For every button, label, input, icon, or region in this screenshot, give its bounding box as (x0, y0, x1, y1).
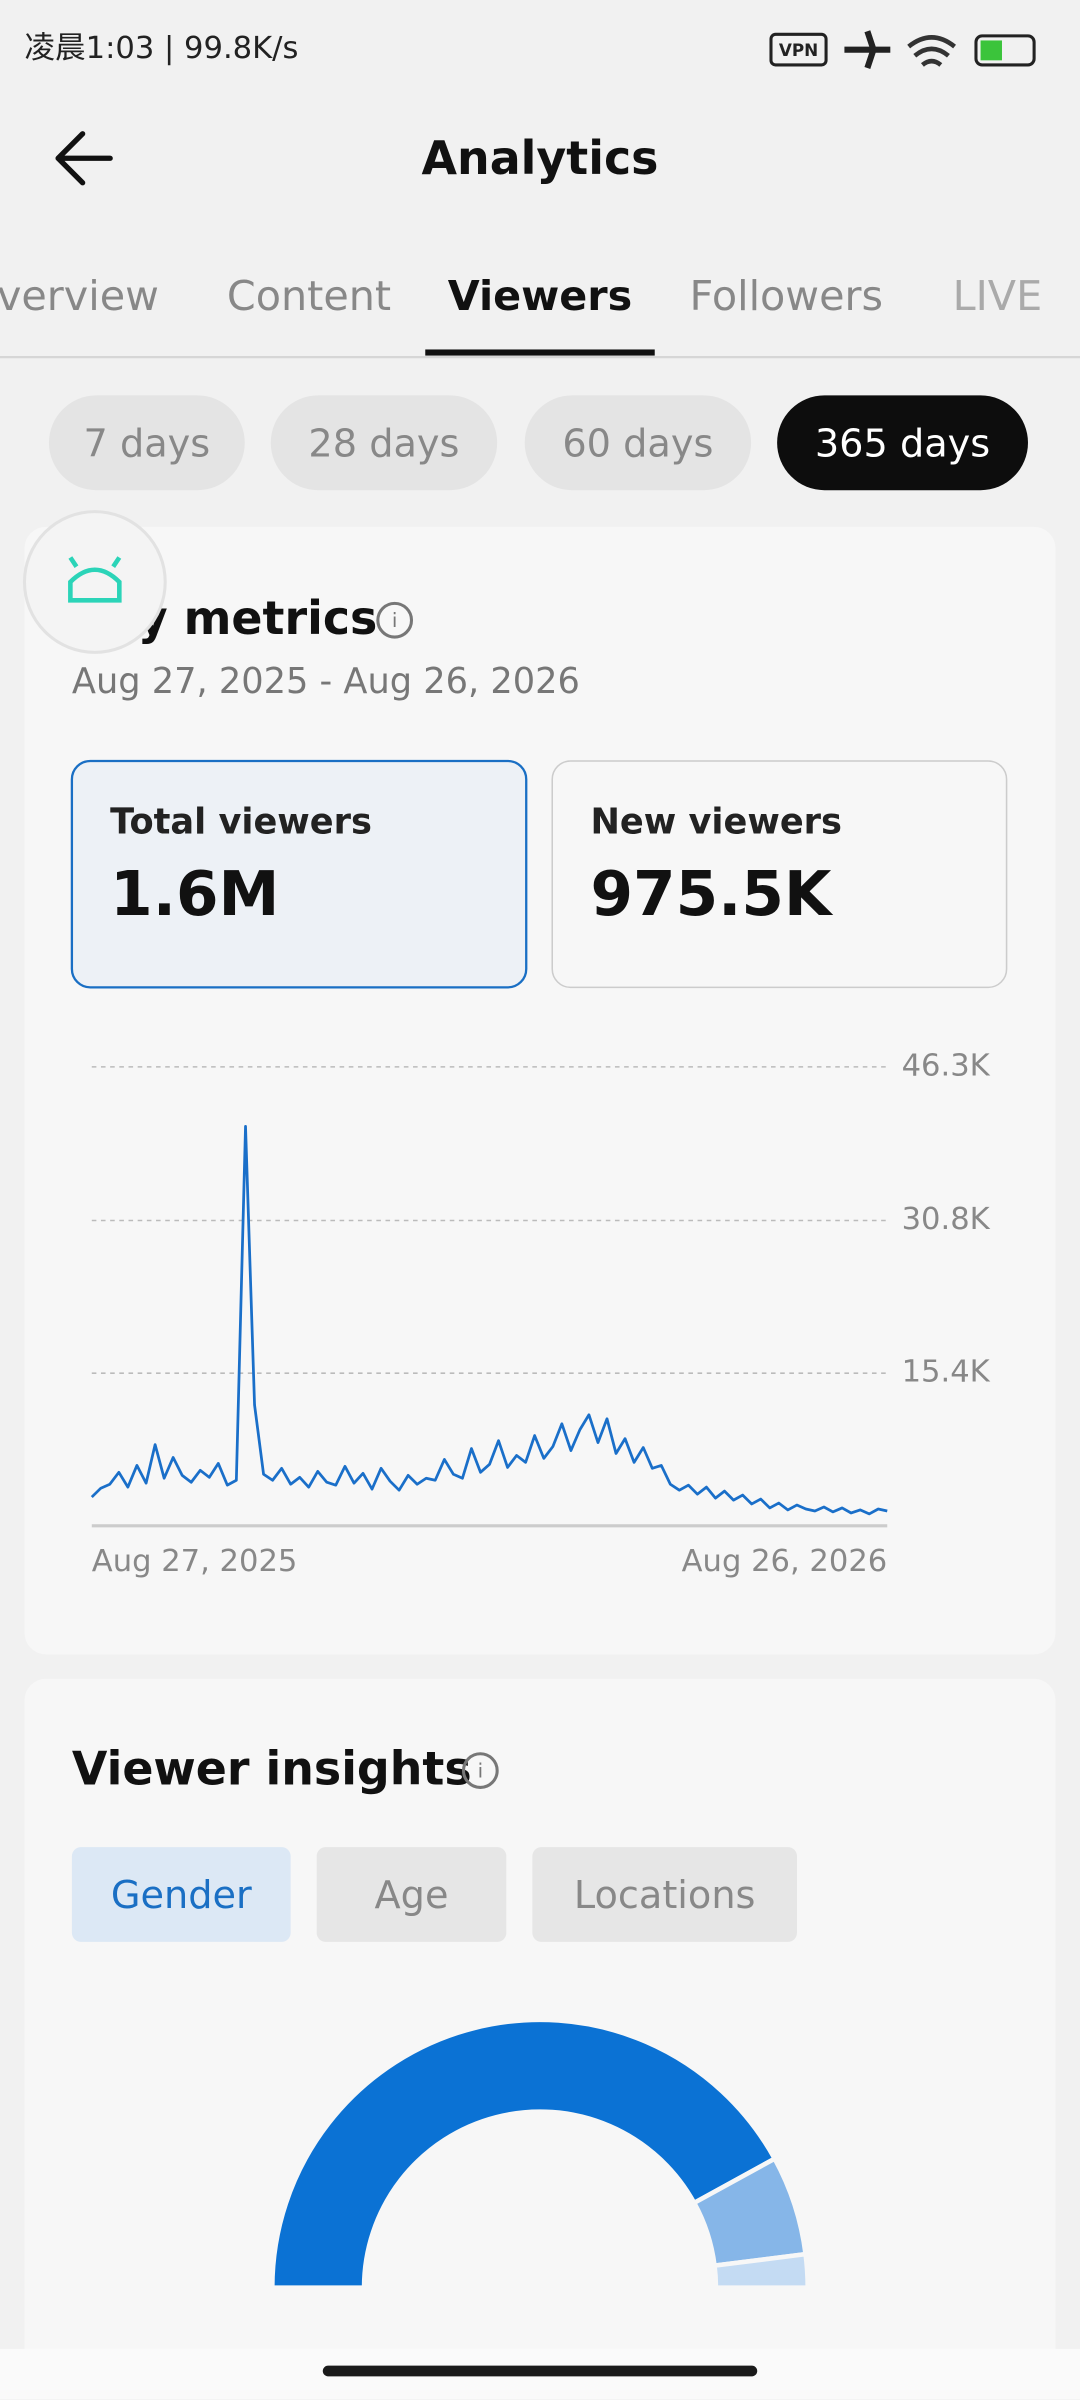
tab[interactable]: Content (227, 272, 391, 320)
status-time: 凌晨1:03 | 99.8K/s (24, 31, 298, 66)
insight-tab-label: Gender (111, 1874, 252, 1918)
insight-tab-label: Age (375, 1874, 449, 1918)
wifi-icon (907, 35, 956, 67)
info-glyph: i (478, 1760, 484, 1783)
range-label: 365 days (815, 422, 990, 466)
airplane-icon (844, 30, 891, 69)
tab[interactable]: Viewers (448, 272, 633, 320)
metric-value: 1.6M (110, 859, 279, 930)
home-indicator[interactable] (322, 2365, 758, 2377)
tab[interactable]: verview (0, 272, 159, 320)
range-pill[interactable] (270, 395, 498, 491)
metric-value: 975.5K (590, 859, 833, 930)
vpn-label: VPN (779, 40, 818, 60)
tab[interactable]: Followers (690, 272, 883, 320)
donut-segment (711, 2251, 811, 2290)
tab-underline (425, 349, 655, 356)
range-pill[interactable] (48, 395, 245, 491)
metric-label: New viewers (590, 802, 842, 843)
x-tick-label: Aug 27, 2025 (92, 1544, 298, 1579)
battery-level (980, 40, 1002, 61)
donut-segment (269, 2017, 778, 2290)
battery-icon (974, 34, 1036, 67)
range-label: 60 days (562, 422, 713, 466)
android-icon (68, 556, 122, 603)
tab[interactable]: LIVE (953, 272, 1043, 320)
x-tick-label: Aug 26, 2026 (682, 1544, 888, 1579)
metric-card[interactable] (551, 760, 1008, 989)
line-series (90, 1125, 888, 1516)
date-range: Aug 27, 2025 - Aug 26, 2026 (72, 661, 580, 702)
info-icon[interactable] (376, 601, 414, 639)
y-tick-label: 15.4K (902, 1355, 991, 1390)
page-title: Analytics (422, 131, 659, 185)
info-glyph: i (392, 609, 398, 632)
floating-button[interactable] (22, 510, 167, 654)
range-label: 7 days (83, 422, 210, 466)
range-label: 28 days (308, 422, 459, 466)
y-tick-label: 46.3K (902, 1048, 991, 1083)
vpn-box (769, 32, 828, 67)
metric-label: Total viewers (110, 802, 372, 843)
insight-tab-label: Locations (574, 1874, 756, 1918)
insight-tab[interactable] (316, 1847, 507, 1942)
section-title: Viewer insights (72, 1742, 472, 1796)
info-icon[interactable] (461, 1752, 499, 1789)
range-pill[interactable] (524, 395, 752, 491)
insight-tab[interactable] (532, 1847, 797, 1942)
insight-tab[interactable] (71, 1847, 291, 1942)
back-button[interactable] (55, 131, 113, 186)
metric-card[interactable] (70, 759, 528, 989)
range-pill[interactable] (777, 395, 1028, 491)
y-tick-label: 30.8K (902, 1202, 991, 1237)
